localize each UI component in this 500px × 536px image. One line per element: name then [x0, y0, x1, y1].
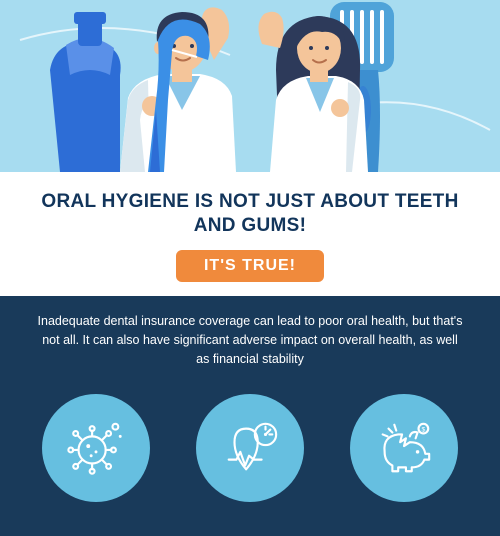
- health-meter-icon: [196, 394, 304, 502]
- svg-text:$: $: [421, 426, 425, 433]
- headline-section: ORAL HYGIENE IS NOT JUST ABOUT TEETH AND…: [0, 172, 500, 296]
- true-badge: IT'S TRUE!: [176, 250, 324, 282]
- body-paragraph: Inadequate dental insurance coverage can…: [34, 312, 466, 370]
- broken-piggy-icon: $: [350, 394, 458, 502]
- virus-icon: [42, 394, 150, 502]
- icon-row: $: [34, 394, 466, 502]
- page-headline: ORAL HYGIENE IS NOT JUST ABOUT TEETH AND…: [20, 190, 480, 238]
- hero-illustration: [0, 0, 500, 172]
